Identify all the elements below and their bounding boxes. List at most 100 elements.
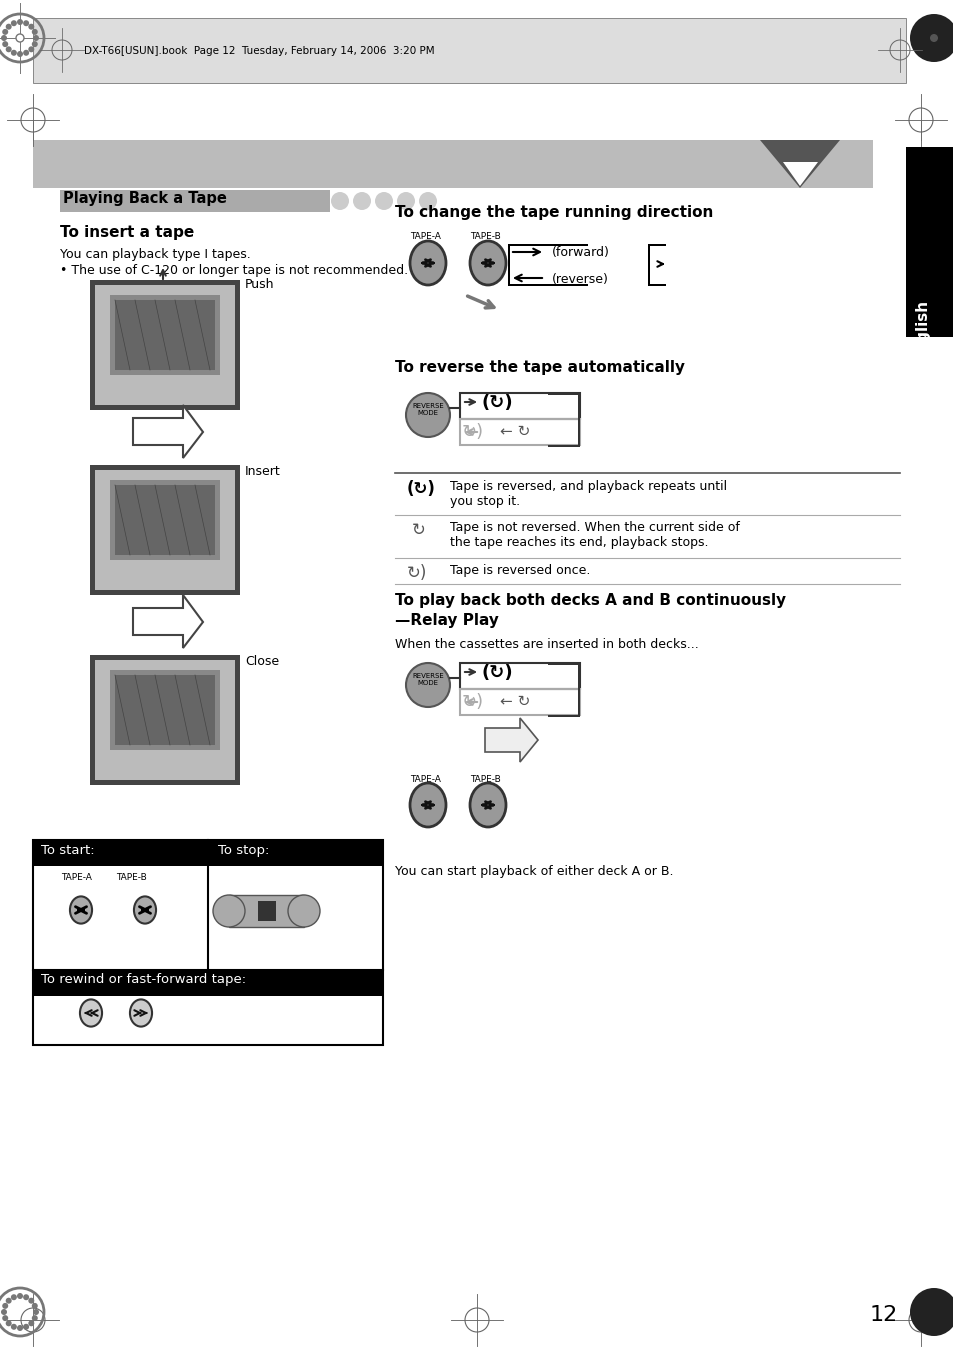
Circle shape (6, 24, 11, 30)
Circle shape (23, 1294, 30, 1300)
Text: To rewind or fast-forward tape:: To rewind or fast-forward tape: (41, 973, 246, 986)
Text: TAPE-A: TAPE-A (61, 873, 91, 882)
Ellipse shape (130, 1000, 152, 1027)
Text: (forward): (forward) (552, 246, 609, 259)
Text: Tape is reversed, and playback repeats until: Tape is reversed, and playback repeats u… (450, 480, 726, 493)
Text: Close: Close (245, 655, 279, 667)
Ellipse shape (410, 784, 446, 827)
Circle shape (33, 1309, 39, 1315)
Bar (95, 470, 234, 590)
Bar (905, 147, 953, 336)
Bar (110, 295, 220, 376)
Polygon shape (760, 141, 840, 188)
Text: DX-T66[USUN].book  Page 12  Tuesday, February 14, 2006  3:20 PM: DX-T66[USUN].book Page 12 Tuesday, Febru… (84, 46, 435, 55)
Text: you stop it.: you stop it. (450, 494, 519, 508)
Text: (reverse): (reverse) (552, 273, 608, 286)
Bar (115, 676, 214, 744)
Polygon shape (132, 594, 203, 648)
Bar (578, 393, 579, 444)
Circle shape (33, 35, 39, 41)
Circle shape (406, 393, 450, 436)
Text: To reverse the tape automatically: To reverse the tape automatically (395, 359, 684, 376)
Text: ↻: ↻ (412, 521, 425, 539)
Text: TAPE-A: TAPE-A (410, 775, 440, 784)
Bar (234, 655, 240, 785)
Text: Playing Back a Tape: Playing Back a Tape (63, 190, 227, 205)
Circle shape (31, 28, 38, 35)
Circle shape (17, 51, 23, 57)
Text: ← ↻: ← ↻ (499, 424, 530, 439)
Bar (90, 590, 240, 594)
Text: REVERSE
MODE: REVERSE MODE (412, 403, 443, 416)
Circle shape (288, 894, 319, 927)
Text: Insert: Insert (245, 465, 280, 478)
Circle shape (396, 192, 415, 209)
Circle shape (2, 41, 9, 47)
Circle shape (1, 35, 7, 41)
Circle shape (31, 1315, 38, 1321)
Bar (90, 405, 240, 409)
Circle shape (2, 1302, 9, 1309)
Polygon shape (132, 405, 203, 458)
Text: You can playback type I tapes.: You can playback type I tapes. (60, 249, 251, 261)
Circle shape (17, 1325, 23, 1331)
Text: (↻): (↻) (481, 394, 513, 412)
Bar (33, 970, 382, 996)
Bar (33, 840, 382, 1046)
Circle shape (406, 663, 450, 707)
Bar (459, 419, 579, 444)
Bar (647, 245, 649, 284)
Bar (60, 190, 330, 212)
Text: To start:: To start: (41, 844, 94, 857)
Text: To play back both decks A and B continuously: To play back both decks A and B continuo… (395, 593, 785, 608)
Circle shape (6, 1298, 11, 1304)
Circle shape (10, 1294, 17, 1300)
Polygon shape (484, 717, 537, 762)
Bar (547, 715, 579, 717)
Circle shape (331, 192, 349, 209)
Text: To stop:: To stop: (218, 844, 269, 857)
Text: ↻): ↻) (461, 693, 483, 711)
Bar (257, 901, 275, 921)
Text: When the cassettes are inserted in both decks...: When the cassettes are inserted in both … (395, 638, 698, 651)
Ellipse shape (470, 240, 505, 285)
Circle shape (1, 1309, 7, 1315)
Text: (↻): (↻) (407, 480, 436, 499)
Circle shape (31, 41, 38, 47)
Bar (33, 141, 872, 188)
Text: Tape is not reversed. When the current side of: Tape is not reversed. When the current s… (450, 521, 740, 534)
Bar (229, 894, 304, 927)
Bar (547, 444, 579, 447)
Circle shape (353, 192, 371, 209)
Text: TAPE-B: TAPE-B (470, 232, 500, 240)
Ellipse shape (80, 1000, 102, 1027)
Circle shape (29, 1298, 34, 1304)
Bar (547, 393, 579, 394)
Circle shape (29, 1320, 34, 1327)
Bar (90, 465, 95, 594)
Circle shape (2, 28, 9, 35)
Bar (110, 670, 220, 750)
Bar (234, 465, 240, 594)
Circle shape (16, 34, 24, 42)
Bar (459, 393, 579, 419)
Circle shape (17, 19, 23, 26)
Circle shape (909, 14, 953, 62)
Bar (547, 663, 579, 665)
Text: REVERSE
MODE: REVERSE MODE (412, 673, 443, 686)
Text: English: English (914, 299, 929, 361)
Bar (578, 663, 579, 715)
Bar (459, 663, 579, 689)
Ellipse shape (133, 897, 156, 924)
Bar (115, 485, 214, 555)
Ellipse shape (470, 784, 505, 827)
Bar (90, 655, 240, 661)
Bar (110, 480, 220, 561)
Ellipse shape (410, 240, 446, 285)
Bar (90, 655, 95, 785)
Bar (647, 284, 665, 286)
Circle shape (10, 20, 17, 26)
Circle shape (418, 192, 436, 209)
Text: 12: 12 (869, 1305, 898, 1325)
Text: ↻): ↻) (461, 423, 483, 440)
